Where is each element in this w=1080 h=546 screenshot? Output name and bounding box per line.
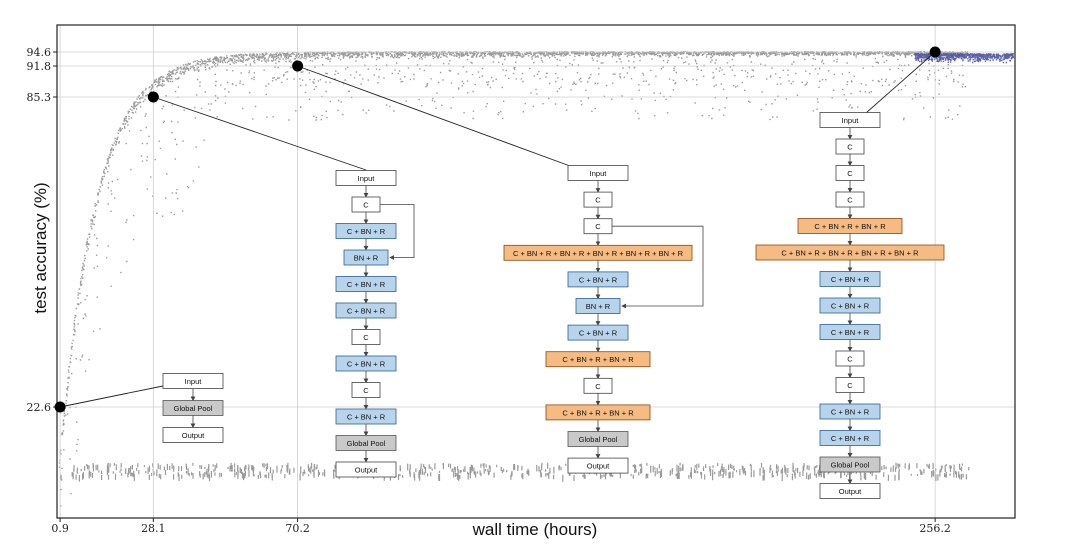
block-box: [819, 483, 881, 499]
block-box: [567, 457, 629, 474]
y-tick-label: 94.6: [27, 46, 52, 59]
block-label: C + BN + R: [347, 360, 386, 369]
highlighted-point: [929, 46, 941, 58]
x-axis-ticks: 0.9 28.1 70.2 256.2: [51, 518, 951, 535]
block-label: Global Pool: [347, 439, 386, 448]
block-label: C: [363, 201, 369, 210]
block-label: Output: [355, 466, 378, 475]
block-label: C + BN + R: [347, 227, 386, 236]
block-label: C + BN + R + BN + R: [562, 408, 634, 417]
block-label: C + BN + R: [831, 328, 870, 337]
block-label: C + BN + R: [831, 302, 870, 311]
block-label: C + BN + R: [347, 280, 386, 289]
block-label: Input: [185, 377, 203, 386]
callout-line: [865, 51, 936, 114]
architecture-2: Input C C + BN + R BN + R C + BN + R C + BN +…: [335, 170, 415, 478]
x-axis-label: wall time (hours): [472, 520, 598, 539]
y-tick-label: 85.3: [27, 91, 52, 104]
x-tick-label: 256.2: [919, 522, 951, 535]
recent-population-points: [914, 53, 1015, 64]
callout-line: [59, 385, 164, 408]
highlighted-point: [292, 60, 304, 72]
y-tick-label: 22.6: [27, 401, 52, 414]
block-label: C: [847, 169, 853, 178]
block-label: C: [847, 381, 853, 390]
block-box: [335, 461, 397, 478]
block-label: C: [363, 333, 369, 342]
architecture-3: Input C C C + BN + R + BN + R + BN + R + BN…: [503, 165, 704, 474]
plot-frame: [56, 24, 1016, 519]
highlighted-point: [147, 91, 159, 103]
block-label: Input: [358, 174, 376, 183]
block-label: C: [595, 222, 601, 231]
block-label: C + BN + R: [831, 434, 870, 443]
block-label: BN + R: [354, 254, 379, 263]
block-label: BN + R: [586, 302, 611, 311]
block-label: C: [595, 382, 601, 391]
block-label: C + BN + R + BN + R + BN + R + BN + R + …: [513, 249, 684, 258]
block-label: C + BN + R: [347, 413, 386, 422]
block-label: C: [847, 355, 853, 364]
skip-connection: [612, 225, 704, 309]
x-tick-label: 28.1: [141, 522, 166, 535]
x-tick-label: 70.2: [285, 522, 310, 535]
block-label: Global Pool: [174, 404, 213, 413]
skip-connection: [380, 204, 415, 260]
y-tick-label: 91.8: [27, 60, 52, 73]
architecture-1: Input Global Pool Output: [162, 373, 224, 443]
block-label: C + BN + R: [831, 408, 870, 417]
block-label: C + BN + R: [347, 307, 386, 316]
block-label: C: [847, 143, 853, 152]
block-label: Global Pool: [831, 461, 870, 470]
callout-line: [153, 96, 367, 171]
block-label: Output: [839, 487, 862, 496]
highlighted-points: [54, 46, 941, 413]
block-box: [162, 427, 224, 443]
block-label: C + BN + R + BN + R: [562, 355, 634, 364]
block-label: C + BN + R + BN + R + BN + R + BN + R: [781, 249, 919, 258]
block-label: C: [847, 196, 853, 205]
block-label: Output: [182, 431, 205, 440]
block-label: Input: [842, 116, 860, 125]
block-label: Input: [590, 169, 608, 178]
block-label: C: [595, 196, 601, 205]
y-axis-ticks: 22.6 85.3 91.894.6: [27, 46, 57, 414]
architecture-4: Input C C C C + BN + R + BN + R C + BN + R + …: [755, 112, 945, 499]
callout-lines: [59, 51, 936, 408]
highlighted-point: [54, 401, 66, 413]
block-label: C + BN + R: [579, 275, 618, 284]
block-label: C: [363, 386, 369, 395]
architecture-diagrams: Input Global Pool Output Input C C + BN + R BN…: [162, 112, 945, 499]
block-label: Output: [587, 462, 610, 471]
block-label: C + BN + R: [579, 329, 618, 338]
x-tick-label: 0.9: [51, 522, 69, 535]
block-label: Global Pool: [579, 435, 618, 444]
callout-line: [297, 65, 571, 167]
block-label: C + BN + R: [831, 275, 870, 284]
y-axis-label: test accuracy (%): [31, 182, 50, 313]
block-label: C + BN + R + BN + R: [814, 222, 886, 231]
